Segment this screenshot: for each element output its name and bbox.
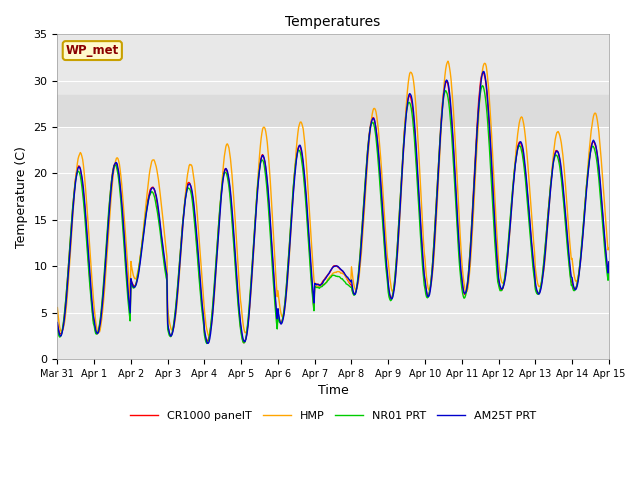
- Line: HMP: HMP: [58, 61, 609, 336]
- NR01 PRT: [198, 309, 206, 315]
- NR01 PRT: [556, 164, 564, 170]
- HMP: [433, 200, 441, 205]
- NR01 PRT: [479, 83, 486, 88]
- HMP: [444, 58, 452, 64]
- Legend: CR1000 panelT, HMP, NR01 PRT, AM25T PRT: CR1000 panelT, HMP, NR01 PRT, AM25T PRT: [126, 407, 540, 426]
- NR01 PRT: [433, 183, 441, 189]
- AM25T PRT: [379, 210, 387, 216]
- Line: NR01 PRT: NR01 PRT: [58, 85, 609, 344]
- CR1000 panelT: [605, 260, 612, 266]
- NR01 PRT: [325, 276, 333, 282]
- Line: AM25T PRT: AM25T PRT: [58, 72, 609, 343]
- HMP: [556, 132, 564, 138]
- HMP: [54, 305, 61, 311]
- AM25T PRT: [556, 156, 564, 161]
- NR01 PRT: [175, 273, 182, 279]
- Y-axis label: Temperature (C): Temperature (C): [15, 146, 28, 248]
- Line: CR1000 panelT: CR1000 panelT: [58, 72, 609, 343]
- AM25T PRT: [54, 320, 61, 325]
- Title: Temperatures: Temperatures: [285, 15, 381, 29]
- HMP: [325, 275, 333, 280]
- CR1000 panelT: [198, 304, 206, 310]
- NR01 PRT: [203, 341, 211, 347]
- NR01 PRT: [379, 225, 387, 230]
- CR1000 panelT: [379, 217, 387, 223]
- AM25T PRT: [175, 280, 182, 286]
- CR1000 panelT: [325, 270, 333, 276]
- CR1000 panelT: [175, 276, 182, 281]
- HMP: [175, 284, 182, 290]
- CR1000 panelT: [433, 183, 441, 189]
- HMP: [198, 278, 206, 284]
- HMP: [379, 187, 387, 193]
- CR1000 panelT: [479, 70, 487, 75]
- AM25T PRT: [325, 270, 333, 276]
- HMP: [204, 333, 212, 338]
- NR01 PRT: [54, 326, 61, 332]
- AM25T PRT: [605, 259, 612, 264]
- Text: WP_met: WP_met: [66, 44, 119, 57]
- AM25T PRT: [198, 301, 206, 307]
- X-axis label: Time: Time: [317, 384, 349, 397]
- CR1000 panelT: [239, 340, 247, 346]
- HMP: [605, 245, 612, 251]
- AM25T PRT: [479, 69, 487, 74]
- Bar: [58, 95, 609, 127]
- AM25T PRT: [204, 340, 211, 346]
- CR1000 panelT: [54, 321, 61, 327]
- AM25T PRT: [433, 190, 441, 195]
- NR01 PRT: [605, 264, 612, 270]
- CR1000 panelT: [556, 158, 564, 164]
